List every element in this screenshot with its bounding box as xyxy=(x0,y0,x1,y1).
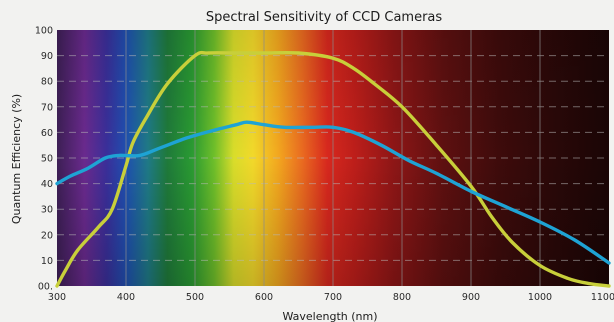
y-tick-label: 30 xyxy=(41,205,53,216)
x-tick-label: 600 xyxy=(255,292,273,303)
x-tick-label: 800 xyxy=(393,292,411,303)
x-axis-label: Wavelength (nm) xyxy=(282,310,377,322)
y-axis-ticks: 00. 10 20 30 40 50 60 70 80 90 100 xyxy=(35,26,53,293)
y-tick-label: 60 xyxy=(41,128,53,139)
plot-area xyxy=(55,30,611,288)
chart-title: Spectral Sensitivity of CCD Cameras xyxy=(206,10,443,25)
y-tick-label: 90 xyxy=(41,51,53,62)
x-tick-label: 500 xyxy=(186,292,204,303)
x-axis-ticks: 300 400 500 600 700 800 900 1000 1100 xyxy=(48,292,614,303)
x-tick-label: 1100 xyxy=(591,292,614,303)
y-tick-label: 50 xyxy=(41,154,53,165)
y-axis-label: Quantum Efficiency (%) xyxy=(10,94,23,224)
x-tick-label: 400 xyxy=(117,292,135,303)
y-tick-label: 40 xyxy=(41,179,53,190)
y-tick-label: 10 xyxy=(41,256,53,267)
grid-lines xyxy=(57,30,609,286)
y-tick-label: 20 xyxy=(41,230,53,241)
series-line-1 xyxy=(55,50,611,288)
y-tick-label: 80 xyxy=(41,77,53,88)
x-tick-label: 900 xyxy=(462,292,480,303)
x-tick-label: 700 xyxy=(324,292,342,303)
y-tick-label: 70 xyxy=(41,102,53,113)
y-tick-label: 00. xyxy=(38,282,53,293)
y-tick-label: 100 xyxy=(35,26,53,37)
series-line-2 xyxy=(55,120,611,265)
series-lines xyxy=(55,50,611,288)
x-tick-label: 1000 xyxy=(528,292,552,303)
x-tick-label: 300 xyxy=(48,292,66,303)
